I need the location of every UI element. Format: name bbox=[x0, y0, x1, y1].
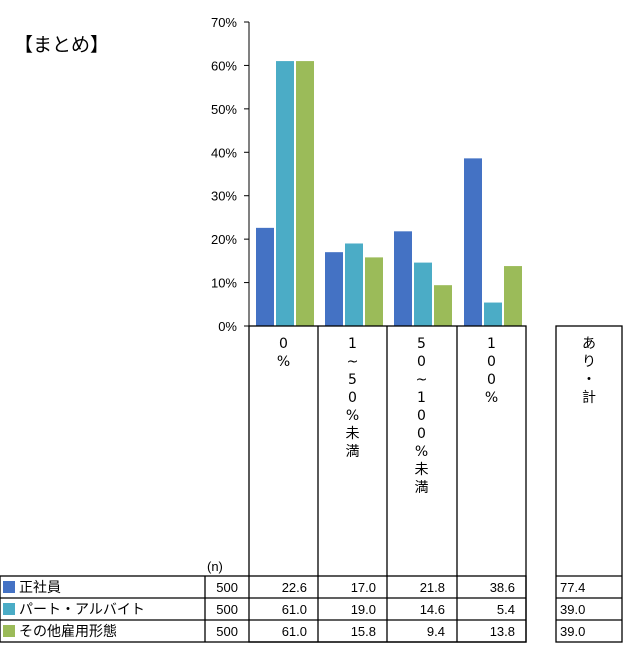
bar bbox=[296, 61, 314, 326]
category-label-char: 1 bbox=[417, 390, 426, 406]
y-tick-label: 60% bbox=[211, 58, 237, 73]
category-label-char: % bbox=[277, 354, 290, 370]
y-tick-label: 40% bbox=[211, 145, 237, 160]
category-label-char: 1 bbox=[487, 336, 496, 352]
data-value: 15.8 bbox=[351, 624, 376, 639]
category-label-char: 5 bbox=[348, 372, 357, 388]
category-label-char: 0 bbox=[417, 426, 426, 442]
series-name: 正社員 bbox=[19, 580, 61, 596]
category-label-char: 1 bbox=[348, 336, 357, 352]
category-label-char: % bbox=[415, 444, 428, 460]
extra-label-box bbox=[555, 325, 623, 643]
category-label-char: 0 bbox=[417, 354, 426, 370]
legend-swatch bbox=[3, 581, 15, 593]
legend-swatch bbox=[3, 603, 15, 615]
y-tick-label: 70% bbox=[211, 15, 237, 30]
y-tick-label: 50% bbox=[211, 102, 237, 117]
extra-value: 39.0 bbox=[560, 602, 585, 617]
category-label-char: 0 bbox=[279, 336, 288, 352]
data-value: 13.8 bbox=[490, 624, 515, 639]
bar bbox=[276, 61, 294, 326]
data-value: 17.0 bbox=[351, 580, 376, 595]
extra-label-char: り bbox=[582, 354, 596, 370]
bar bbox=[464, 158, 482, 326]
n-value: 500 bbox=[216, 602, 238, 617]
data-value: 21.8 bbox=[420, 580, 445, 595]
data-value: 22.6 bbox=[282, 580, 307, 595]
bar bbox=[434, 285, 452, 326]
category-label-char: 0 bbox=[417, 408, 426, 424]
bar bbox=[394, 231, 412, 326]
bar bbox=[504, 266, 522, 326]
bar bbox=[345, 243, 363, 326]
category-label-char: 未 bbox=[415, 462, 429, 478]
data-value: 9.4 bbox=[427, 624, 445, 639]
extra-label-char: あ bbox=[582, 336, 596, 352]
category-label-char: 未 bbox=[346, 426, 360, 442]
data-table bbox=[0, 575, 527, 643]
y-tick-label: 10% bbox=[211, 276, 237, 291]
extra-label-char: 計 bbox=[582, 390, 596, 406]
data-value: 61.0 bbox=[282, 602, 307, 617]
category-label-char: 0 bbox=[487, 372, 496, 388]
legend-swatch bbox=[3, 625, 15, 637]
bar bbox=[484, 302, 502, 326]
extra-value: 77.4 bbox=[560, 580, 585, 595]
n-header: (n) bbox=[207, 559, 223, 574]
summary-title: 【まとめ】 bbox=[14, 34, 110, 56]
series-name: その他雇用形態 bbox=[19, 623, 117, 640]
category-label-char: ~ bbox=[347, 354, 359, 370]
category-label-char: 5 bbox=[417, 336, 426, 352]
category-label-char: 0 bbox=[487, 354, 496, 370]
category-label-char: 満 bbox=[346, 444, 360, 460]
data-value: 19.0 bbox=[351, 602, 376, 617]
extra-label-char: ・ bbox=[582, 372, 596, 388]
data-value: 38.6 bbox=[490, 580, 515, 595]
bar bbox=[256, 227, 274, 326]
data-value: 14.6 bbox=[420, 602, 445, 617]
category-label-char: 満 bbox=[415, 480, 429, 496]
bar bbox=[325, 252, 343, 326]
data-value: 5.4 bbox=[497, 602, 515, 617]
data-value: 61.0 bbox=[282, 624, 307, 639]
y-tick-label: 20% bbox=[211, 232, 237, 247]
series-name: パート・アルバイト bbox=[19, 602, 145, 618]
y-tick-label: 30% bbox=[211, 189, 237, 204]
category-label-char: 0 bbox=[348, 390, 357, 406]
extra-value: 39.0 bbox=[560, 624, 585, 639]
category-label-char: % bbox=[485, 390, 498, 406]
bar bbox=[365, 257, 383, 326]
n-value: 500 bbox=[216, 624, 238, 639]
bar bbox=[414, 262, 432, 326]
category-label-char: ~ bbox=[416, 372, 428, 388]
category-label-char: % bbox=[346, 408, 359, 424]
n-value: 500 bbox=[216, 580, 238, 595]
y-tick-label: 0% bbox=[218, 319, 237, 334]
